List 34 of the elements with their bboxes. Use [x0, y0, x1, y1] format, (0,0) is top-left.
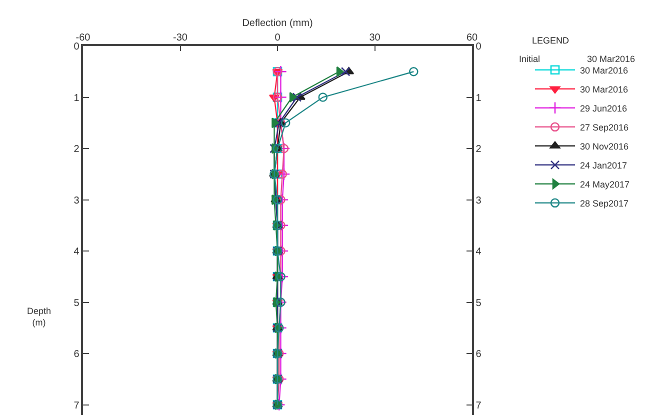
y-tick-label: 1	[74, 92, 80, 104]
y-tick-label: 2	[74, 144, 80, 155]
y2-tick-label: 5	[476, 298, 482, 309]
x-tick-label: 60	[466, 32, 478, 44]
x-axis-title: Deflection (mm)	[242, 18, 313, 29]
y2-tick-label: 0	[476, 42, 482, 52]
legend-title: LEGEND	[532, 36, 570, 46]
y-tick-label: 3	[74, 195, 80, 206]
y-tick-label: 7	[74, 400, 80, 412]
y2-tick-label: 2	[476, 144, 482, 155]
legend-label: 24 Jan2017	[580, 160, 628, 170]
legend-label: 29 Jun2016	[580, 103, 628, 114]
x-tick-label: -60	[76, 32, 91, 44]
y-tick-label: 6	[74, 349, 80, 360]
y-tick-label: 5	[74, 298, 80, 309]
y-axis-title: Depth (m)	[27, 306, 52, 328]
y2-tick-label: 4	[476, 246, 482, 258]
legend-label: 28 Sep2017	[580, 198, 629, 208]
legend-label: 30 Mar2016	[580, 65, 628, 76]
y-tick-label: 4	[74, 246, 80, 258]
y2-tick-label: 7	[476, 400, 482, 412]
y2-tick-label: 6	[476, 349, 482, 360]
text: 30 Mar2016	[587, 54, 636, 64]
x-tick-label: 0	[274, 32, 281, 44]
legend-label: 24 May2017	[580, 179, 630, 190]
y2-tick-label: 1	[476, 92, 482, 104]
x-tick-label: 30	[369, 32, 381, 44]
x-tick-label: -30	[173, 32, 188, 44]
y-tick-label: 0	[74, 42, 80, 52]
legend-label: 30 Mar2016	[580, 84, 628, 94]
legend-label: 27 Sep2016	[580, 122, 629, 132]
text: Initial	[519, 54, 540, 64]
y2-tick-label: 3	[476, 195, 482, 206]
legend-label: 30 Nov2016	[580, 141, 629, 152]
